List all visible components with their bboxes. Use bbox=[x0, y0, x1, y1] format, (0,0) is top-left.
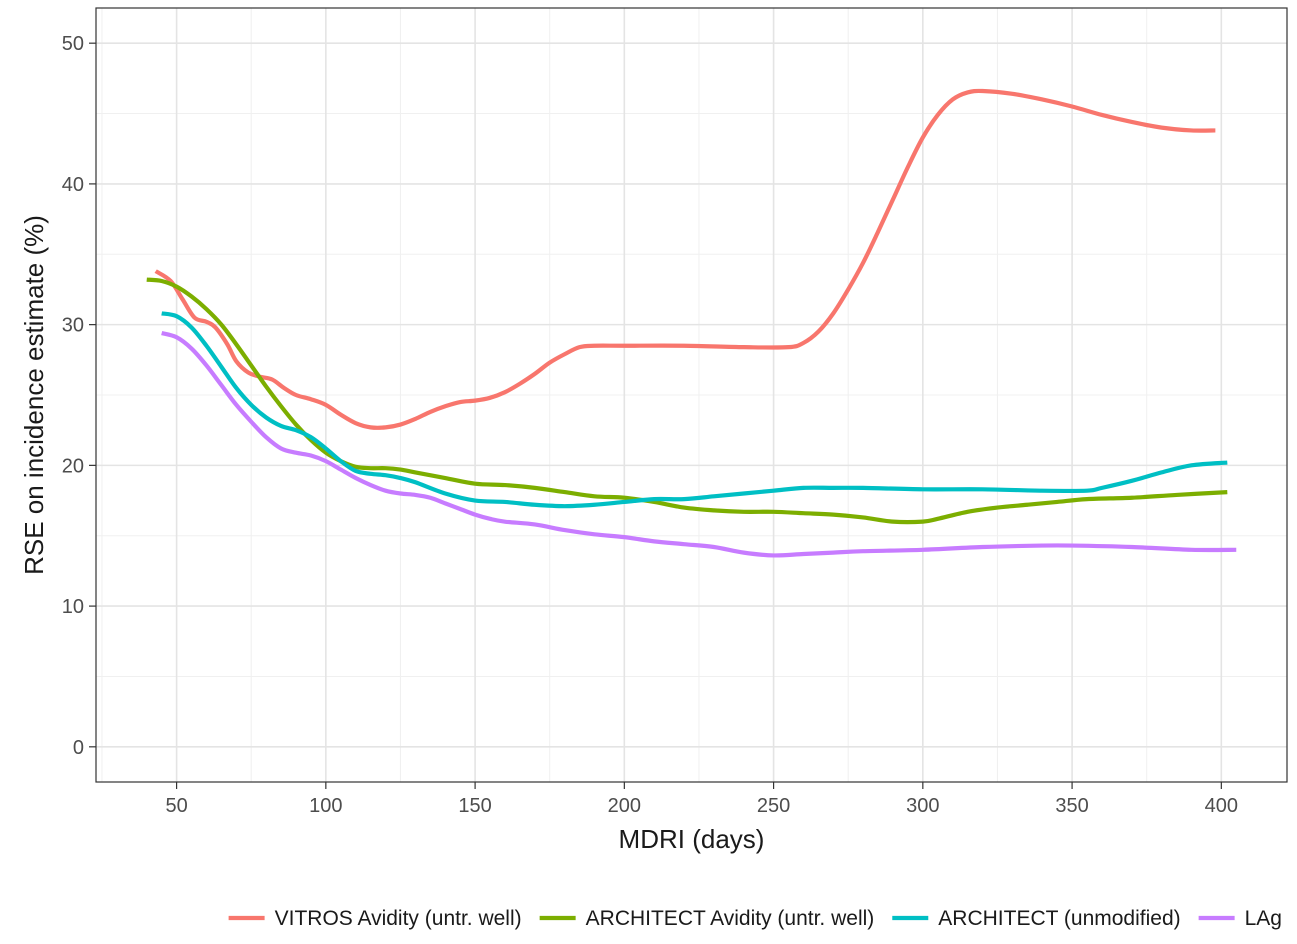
y-axis: 0 10 20 30 40 50 bbox=[62, 33, 96, 759]
y-tick-label: 50 bbox=[62, 33, 84, 55]
x-tick-label: 250 bbox=[757, 795, 790, 817]
panel-border bbox=[95, 7, 1288, 783]
y-tick-label: 0 bbox=[73, 737, 84, 759]
x-tick-label: 350 bbox=[1055, 795, 1088, 817]
x-tick-label: 400 bbox=[1205, 795, 1238, 817]
series-line-lag bbox=[161, 331, 1237, 558]
series-line-architect-unmodified bbox=[161, 311, 1228, 509]
x-tick-label: 150 bbox=[458, 795, 491, 817]
y-axis-title: RSE on incidence estimate (%) bbox=[19, 215, 49, 575]
series-lines bbox=[146, 88, 1237, 558]
x-tick-label: 50 bbox=[165, 795, 187, 817]
legend-label-vitros-avidity-untr-well: VITROS Avidity (untr. well) bbox=[275, 907, 522, 930]
x-tick-label: 100 bbox=[309, 795, 342, 817]
x-tick-label: 300 bbox=[906, 795, 939, 817]
y-tick-label: 30 bbox=[62, 315, 84, 337]
legend-label-architect-unmodified: ARCHITECT (unmodified) bbox=[938, 907, 1180, 930]
x-axis: 50 100 150 200 250 300 350 400 bbox=[165, 782, 1238, 817]
grid-major bbox=[96, 8, 1287, 782]
legend: VITROS Avidity (untr. well) ARCHITECT Avi… bbox=[228, 907, 1282, 930]
legend-label-lag: LAg bbox=[1245, 907, 1282, 930]
y-tick-label: 20 bbox=[62, 455, 84, 477]
series-line-architect-avidity-untr-well bbox=[146, 277, 1228, 525]
series-line-vitros-avidity-untr-well bbox=[154, 88, 1216, 430]
x-tick-label: 200 bbox=[608, 795, 641, 817]
legend-label-architect-avidity-untr-well: ARCHITECT Avidity (untr. well) bbox=[586, 907, 875, 930]
y-tick-label: 40 bbox=[62, 174, 84, 196]
x-axis-title: MDRI (days) bbox=[619, 824, 765, 854]
y-tick-label: 10 bbox=[62, 596, 84, 618]
